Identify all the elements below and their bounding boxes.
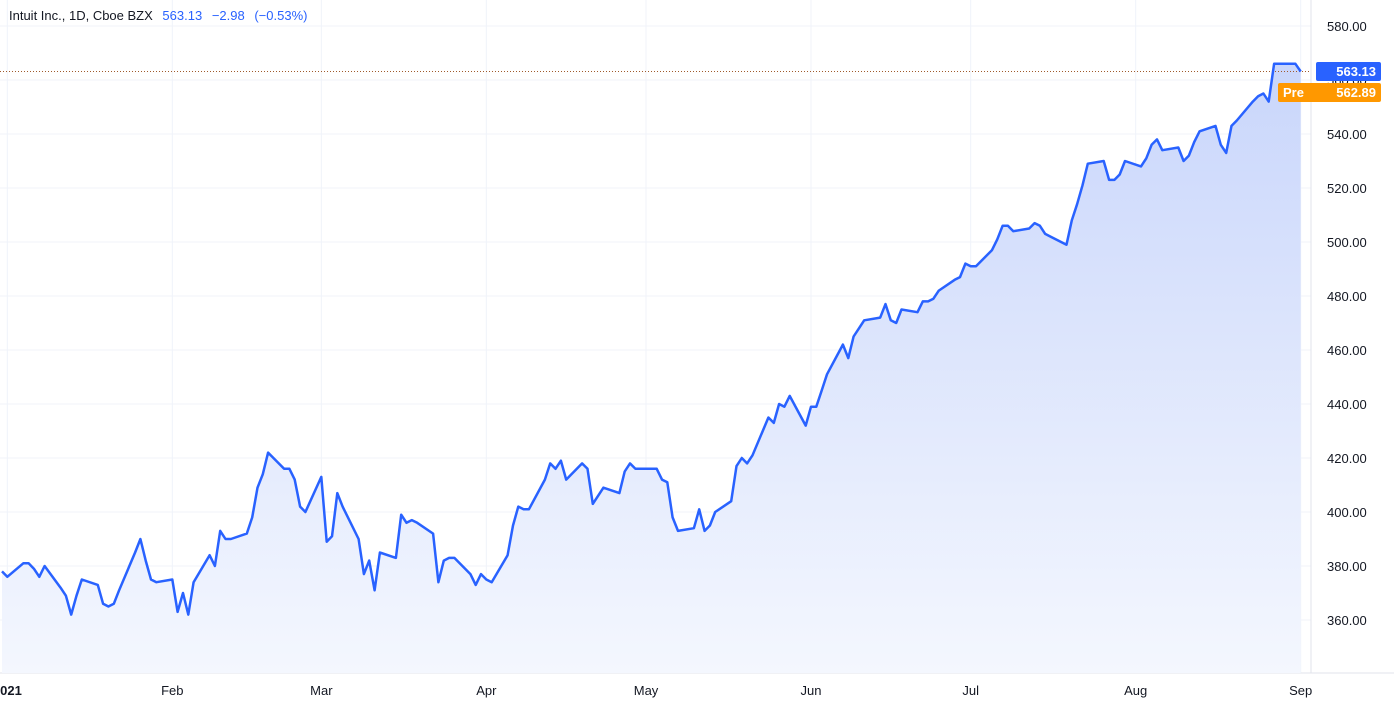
premarket-value: 562.89	[1336, 85, 1376, 100]
time-tick-label: Sep	[1289, 683, 1312, 698]
legend-change: −2.98	[211, 8, 245, 23]
symbol-legend[interactable]: Intuit Inc., 1D, Cboe BZX 563.13 −2.98 (…	[9, 8, 313, 23]
time-axis[interactable]: 2021 Feb Mar Apr May Jun Jul Aug Sep	[0, 683, 1312, 698]
price-tick-label: 440.00	[1327, 397, 1367, 412]
premarket-label: Pre	[1283, 85, 1304, 100]
last-price-tag: 563.13	[1316, 62, 1381, 81]
time-tick-label: Aug	[1124, 683, 1147, 698]
time-tick-label: Feb	[161, 683, 183, 698]
price-tick-label: 460.00	[1327, 343, 1367, 358]
time-tick-label: Apr	[476, 683, 497, 698]
price-tick-label: 480.00	[1327, 289, 1367, 304]
price-tick-label: 540.00	[1327, 127, 1367, 142]
price-tick-label: 580.00	[1327, 19, 1367, 34]
time-tick-label: Jul	[962, 683, 979, 698]
time-tick-label: 2021	[0, 683, 22, 698]
last-price-tag-value: 563.13	[1336, 64, 1376, 79]
time-tick-label: Mar	[310, 683, 333, 698]
price-tick-label: 520.00	[1327, 181, 1367, 196]
price-tick-label: 380.00	[1327, 559, 1367, 574]
legend-last-price: 563.13	[162, 8, 203, 23]
legend-change-pct: (−0.53%)	[254, 8, 308, 23]
price-series-line[interactable]	[1, 62, 1302, 616]
price-tick-label: 400.00	[1327, 505, 1367, 520]
time-tick-label: May	[634, 683, 659, 698]
price-tick-label: 420.00	[1327, 451, 1367, 466]
symbol-title[interactable]: Intuit Inc., 1D, Cboe BZX	[9, 8, 153, 23]
price-area-fill	[2, 63, 1301, 674]
price-axis[interactable]: 360.00 380.00 400.00 420.00 440.00 460.00 480.…	[1327, 19, 1367, 628]
premarket-price-tag: Pre 562.89	[1278, 83, 1381, 102]
grid-lines	[0, 0, 1311, 673]
price-tick-label: 500.00	[1327, 235, 1367, 250]
time-tick-label: Jun	[801, 683, 822, 698]
price-tick-label: 360.00	[1327, 613, 1367, 628]
legend-values: 563.13 −2.98 (−0.53%)	[162, 8, 313, 23]
